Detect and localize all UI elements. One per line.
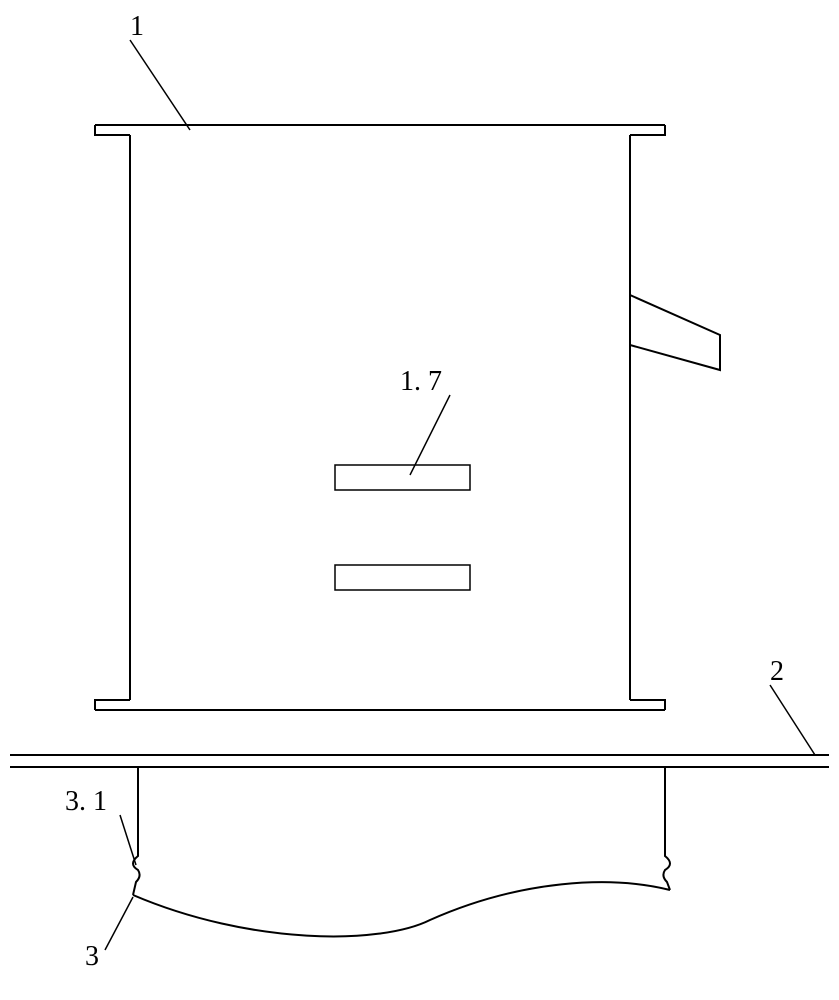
label-part3: 3 bbox=[85, 941, 99, 972]
spout bbox=[630, 295, 720, 370]
leader-part2 bbox=[770, 685, 815, 755]
bag-right-side bbox=[663, 767, 670, 890]
bag-left-side bbox=[133, 767, 140, 895]
leader-part1 bbox=[130, 40, 190, 130]
bottom-flange-right-tab bbox=[630, 700, 665, 710]
bottom-flange-left-tab bbox=[95, 700, 130, 710]
top-flange-left-tab bbox=[95, 125, 130, 135]
scale-mark-lower bbox=[335, 565, 470, 590]
leader-part3_1 bbox=[120, 815, 136, 865]
bag-bottom-curve bbox=[133, 882, 670, 936]
label-part3_1: 3. 1 bbox=[65, 786, 107, 817]
leader-part1_7 bbox=[410, 395, 450, 475]
label-part1: 1 bbox=[130, 11, 144, 42]
label-part1_7: 1. 7 bbox=[400, 366, 442, 397]
label-part2: 2 bbox=[770, 656, 784, 687]
scale-mark-upper bbox=[335, 465, 470, 490]
leader-part3 bbox=[105, 897, 133, 950]
technical-diagram: 1 1. 7 2 3 3. 1 bbox=[0, 0, 839, 1000]
top-flange-right-tab bbox=[630, 125, 665, 135]
